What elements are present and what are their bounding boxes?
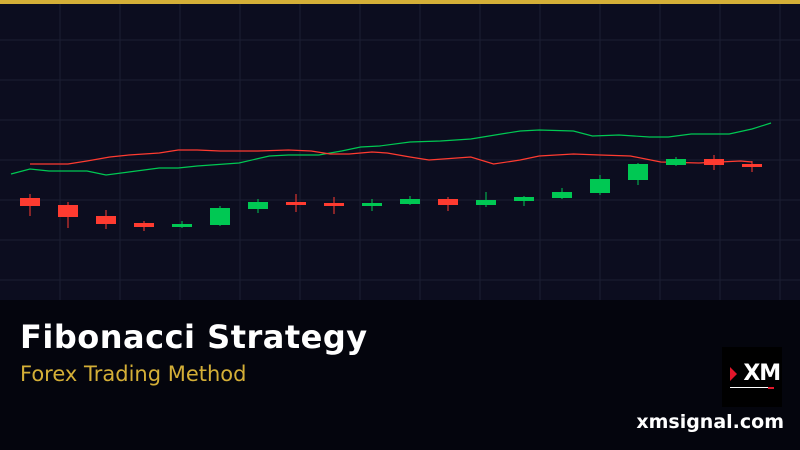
candlestick-chart bbox=[0, 4, 800, 300]
candle-bearish bbox=[324, 203, 344, 206]
candle-bullish bbox=[666, 159, 686, 165]
logo-underline bbox=[730, 387, 770, 388]
candle-bullish bbox=[590, 179, 610, 193]
logo-triangle-icon bbox=[730, 367, 737, 381]
candle-bullish bbox=[210, 208, 230, 225]
candle-bearish bbox=[742, 164, 762, 167]
caption-panel bbox=[0, 300, 800, 450]
candle-bearish bbox=[96, 216, 116, 224]
candle-bearish bbox=[286, 202, 306, 205]
indicator-line bbox=[10, 122, 772, 176]
indicator-line bbox=[30, 149, 753, 165]
candle-bullish bbox=[628, 164, 648, 180]
page-title: Fibonacci Strategy bbox=[20, 318, 368, 356]
candle-bullish bbox=[172, 224, 192, 227]
candle-bearish bbox=[704, 159, 724, 165]
top-accent-bar bbox=[0, 0, 800, 4]
website-link[interactable]: xmsignal.com bbox=[636, 411, 784, 433]
candle-bullish bbox=[552, 192, 572, 198]
candle-bullish bbox=[362, 203, 382, 206]
candle-bearish bbox=[134, 223, 154, 227]
candle-bearish bbox=[58, 205, 78, 217]
candle-bearish bbox=[438, 199, 458, 205]
logo-text: XM bbox=[730, 361, 781, 386]
candle-bullish bbox=[514, 197, 534, 201]
candle-bearish bbox=[20, 198, 40, 206]
xm-logo: XM bbox=[722, 347, 782, 407]
page-subtitle: Forex Trading Method bbox=[20, 362, 247, 386]
candle-bullish bbox=[400, 199, 420, 204]
logo-accent bbox=[768, 387, 774, 389]
candle-bullish bbox=[476, 200, 496, 205]
candle-bullish bbox=[248, 202, 268, 209]
